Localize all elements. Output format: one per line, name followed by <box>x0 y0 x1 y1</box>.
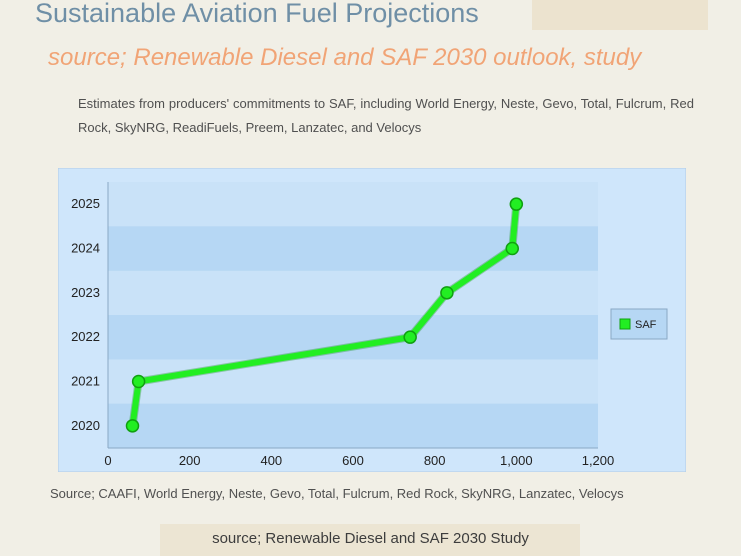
grid-band <box>108 182 598 227</box>
x-tick-label: 0 <box>104 453 111 468</box>
series-line-saf <box>129 201 520 429</box>
x-tick-label: 200 <box>179 453 201 468</box>
grid-band <box>108 359 598 404</box>
y-tick-label: 2025 <box>71 196 100 211</box>
data-point <box>125 419 140 433</box>
source-note: Source; CAAFI, World Energy, Neste, Gevo… <box>50 486 624 501</box>
saf-line-chart: 2020 2021 2022 2023 2024 2025 0 200 400 600 800 1,0… <box>57 167 687 473</box>
data-point <box>131 374 146 389</box>
grid-band <box>108 403 598 448</box>
y-tick-label: 2024 <box>71 241 100 256</box>
footer-source: source; Renewable Diesel and SAF 2030 St… <box>212 530 529 547</box>
data-point <box>505 241 519 256</box>
page-subtitle: source; Renewable Diesel and SAF 2030 ou… <box>48 44 642 71</box>
title-highlight <box>532 0 708 30</box>
x-tick-label: 1,000 <box>500 453 533 468</box>
x-tick-label: 800 <box>424 453 446 468</box>
x-tick-label: 1,200 <box>582 453 615 468</box>
data-point <box>440 286 454 300</box>
x-tick-label: 600 <box>342 453 364 468</box>
data-point <box>509 197 524 211</box>
legend-label: SAF <box>635 319 657 331</box>
y-tick-label: 2022 <box>71 329 100 344</box>
grid-band <box>108 270 598 315</box>
chart-container: 2020 2021 2022 2023 2024 2025 0 200 400 600 800 1,0… <box>57 167 687 473</box>
grid-band <box>108 315 598 360</box>
x-tick-label: 400 <box>260 453 282 468</box>
page-title: Sustainable Aviation Fuel Projections <box>35 0 479 28</box>
grid-band <box>108 226 598 271</box>
data-point <box>403 330 417 344</box>
legend-swatch <box>619 318 631 330</box>
footer-highlight <box>160 524 580 556</box>
y-tick-label: 2020 <box>71 418 100 433</box>
chart-description: Estimates from producers' commitments to… <box>78 96 694 135</box>
y-tick-label: 2021 <box>71 374 100 389</box>
y-tick-label: 2023 <box>71 285 100 300</box>
